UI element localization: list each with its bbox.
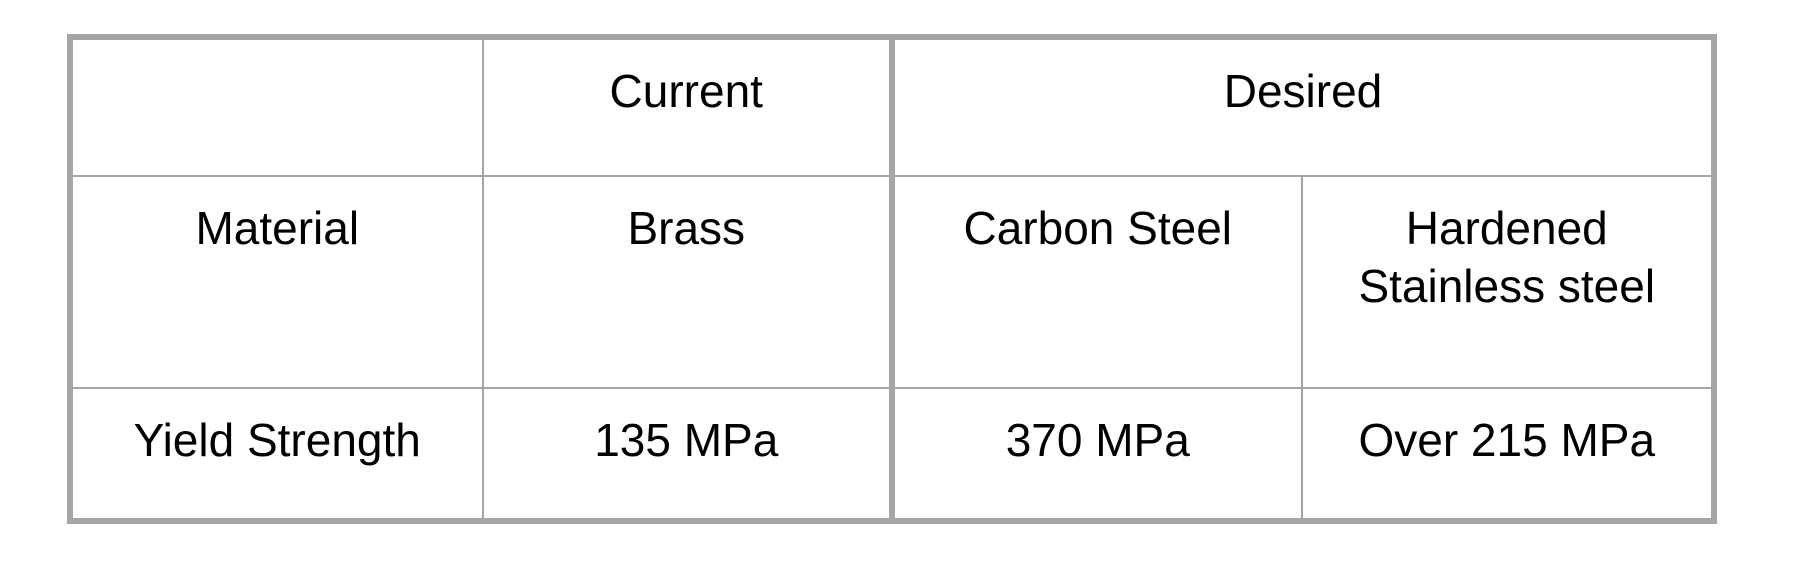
- yield-desired-1-value: 370 MPa: [1005, 414, 1190, 466]
- yield-desired-2-value: Over 215 MPa: [1358, 414, 1656, 466]
- header-desired-label: Desired: [1223, 65, 1383, 117]
- yield-label: Yield Strength: [133, 414, 421, 466]
- table-row-material: Material Brass Carbon Steel Hardened Sta…: [73, 175, 1711, 389]
- comparison-table: Current Desired Material Brass Carbon St…: [67, 34, 1717, 524]
- header-desired-cell: Desired: [889, 40, 1711, 177]
- header-current-label: Current: [609, 65, 763, 117]
- yield-desired-1-cell: 370 MPa: [889, 387, 1303, 518]
- material-current-value: Brass: [627, 202, 746, 254]
- material-comparison-table: Current Desired Material Brass Carbon St…: [73, 40, 1711, 518]
- material-desired-2-line2: Stainless steel: [1358, 260, 1656, 312]
- material-desired-2-line1: Hardened: [1405, 202, 1608, 254]
- yield-current-cell: 135 MPa: [481, 387, 893, 518]
- material-desired-1-cell: Carbon Steel: [889, 175, 1303, 389]
- material-label-cell: Material: [73, 175, 484, 389]
- yield-desired-2-cell: Over 215 MPa: [1300, 387, 1711, 518]
- yield-current-value: 135 MPa: [594, 414, 779, 466]
- table-header-row: Current Desired: [73, 40, 1711, 177]
- yield-label-cell: Yield Strength: [73, 387, 484, 518]
- material-current-cell: Brass: [481, 175, 893, 389]
- material-desired-2-cell: Hardened Stainless steel: [1300, 175, 1711, 389]
- material-desired-1-value: Carbon Steel: [963, 202, 1233, 254]
- table-row-yield-strength: Yield Strength 135 MPa 370 MPa Over 215 …: [73, 387, 1711, 518]
- material-label: Material: [195, 202, 360, 254]
- header-empty-cell: [73, 40, 484, 177]
- header-current-cell: Current: [481, 40, 893, 177]
